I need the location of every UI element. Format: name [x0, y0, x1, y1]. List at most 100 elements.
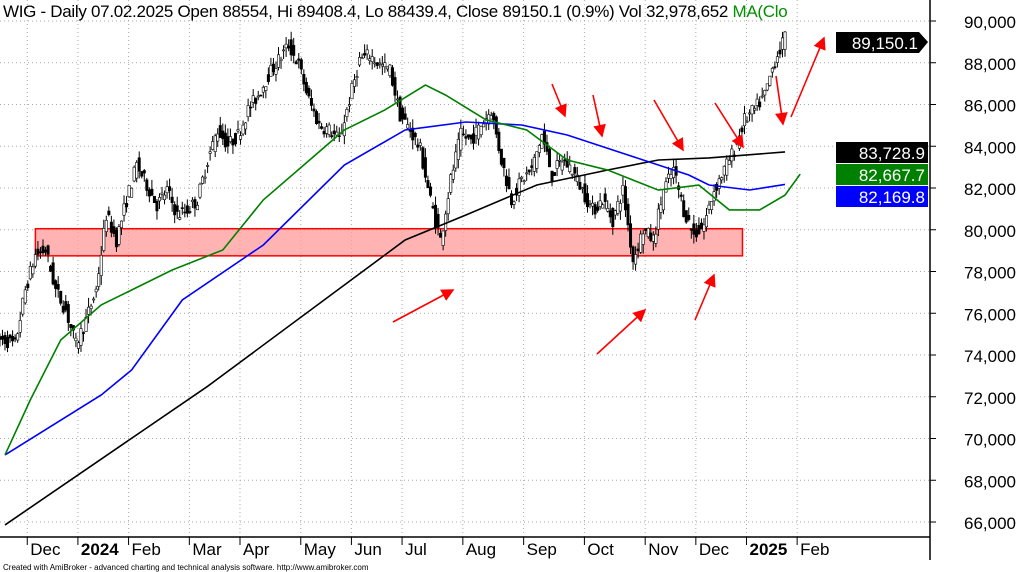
candle-body: [61, 305, 65, 313]
candle-body: [441, 230, 445, 246]
candle-body: [137, 157, 141, 172]
candle-body: [608, 210, 612, 218]
candle-body: [560, 161, 564, 171]
candle-body: [684, 210, 688, 223]
candle-body: [659, 204, 663, 213]
candle-body: [697, 225, 701, 234]
candle-body: [97, 273, 101, 287]
candle-body: [583, 183, 587, 203]
moving-average-line: [4, 121, 786, 456]
candle-body: [692, 223, 696, 235]
candle-body: [185, 205, 189, 214]
x-tick-label: Jul: [405, 540, 427, 559]
candle-body: [117, 226, 121, 245]
candle-body: [396, 98, 400, 101]
candle-body: [94, 288, 98, 293]
candle-body: [198, 183, 202, 198]
candle-body: [332, 130, 336, 135]
candle-body: [41, 245, 45, 254]
candle-body: [87, 306, 91, 315]
candle-body: [239, 135, 243, 140]
candle-body: [289, 39, 293, 56]
candle-body: [426, 180, 430, 189]
candle-body: [195, 205, 199, 211]
candle-body: [264, 86, 268, 91]
y-tick-label: 90,000: [964, 13, 1016, 32]
candle-body: [520, 176, 524, 179]
candle-body: [563, 159, 567, 162]
price-bars: [0, 31, 787, 354]
candle-body: [669, 174, 673, 179]
candle-body: [370, 56, 374, 62]
candle-body: [434, 204, 438, 228]
candle-body: [527, 169, 531, 173]
candle-body: [365, 49, 369, 55]
candle-body: [601, 204, 605, 209]
candle-body: [190, 199, 194, 202]
candle-body: [251, 95, 255, 103]
candle-body: [104, 220, 108, 232]
candle-body: [580, 187, 584, 189]
candle-body: [145, 179, 149, 191]
candle-body: [626, 203, 630, 226]
candle-body: [421, 147, 425, 169]
candle-body: [193, 199, 197, 209]
badge-text: 89,150.1: [852, 34, 918, 53]
value-badge: 89,150.1: [836, 32, 928, 53]
candle-body: [413, 132, 417, 138]
candle-body: [504, 175, 508, 187]
candle-body: [49, 265, 53, 272]
candle-body: [748, 112, 752, 115]
y-tick-label: 82,000: [964, 180, 1016, 199]
candle-body: [401, 107, 405, 120]
candle-body: [517, 178, 521, 196]
candle-body: [616, 201, 620, 214]
candle-body: [218, 125, 222, 138]
candle-body: [82, 332, 86, 334]
candle-body: [236, 129, 240, 132]
candle-body: [335, 131, 339, 136]
candle-body: [629, 223, 633, 248]
candle-body: [322, 130, 326, 135]
candle-body: [423, 157, 427, 178]
candle-body: [416, 144, 420, 148]
moving-averages: [4, 84, 801, 526]
x-tick-label: Dec: [699, 540, 730, 559]
candle-body: [16, 333, 20, 341]
candle-body: [157, 197, 161, 202]
red-arrow: [694, 273, 716, 321]
candle-body: [699, 222, 703, 230]
candle-body: [140, 171, 144, 177]
candle-body: [585, 193, 589, 208]
candle-body: [8, 334, 12, 339]
candle-body: [547, 148, 551, 168]
candle-body: [271, 63, 275, 73]
value-badge: 82,667.7: [836, 164, 928, 185]
candle-body: [325, 126, 329, 134]
candle-body: [46, 245, 50, 255]
candle-body: [591, 202, 595, 207]
candle-body: [727, 160, 731, 165]
candle-body: [233, 133, 237, 145]
badge-bg: [836, 186, 928, 207]
candle-body: [223, 132, 227, 148]
candle-body: [287, 45, 291, 49]
candle-body: [76, 342, 80, 349]
candle-body: [730, 148, 734, 162]
x-tick-label: Apr: [243, 540, 270, 559]
candle-body: [226, 136, 230, 147]
red-arrow: [714, 102, 744, 149]
x-tick-label: Nov: [648, 540, 679, 559]
candle-body: [127, 185, 131, 198]
candle-body: [406, 124, 410, 129]
candle-body: [92, 298, 96, 301]
x-tick-label: May: [304, 540, 337, 559]
candle-body: [180, 207, 184, 209]
candle-body: [56, 284, 60, 290]
candle-body: [277, 54, 281, 68]
candle-body: [499, 148, 503, 165]
candle-body: [170, 196, 174, 203]
candle-body: [568, 164, 572, 172]
candle-body: [436, 213, 440, 228]
candle-body: [150, 188, 154, 196]
